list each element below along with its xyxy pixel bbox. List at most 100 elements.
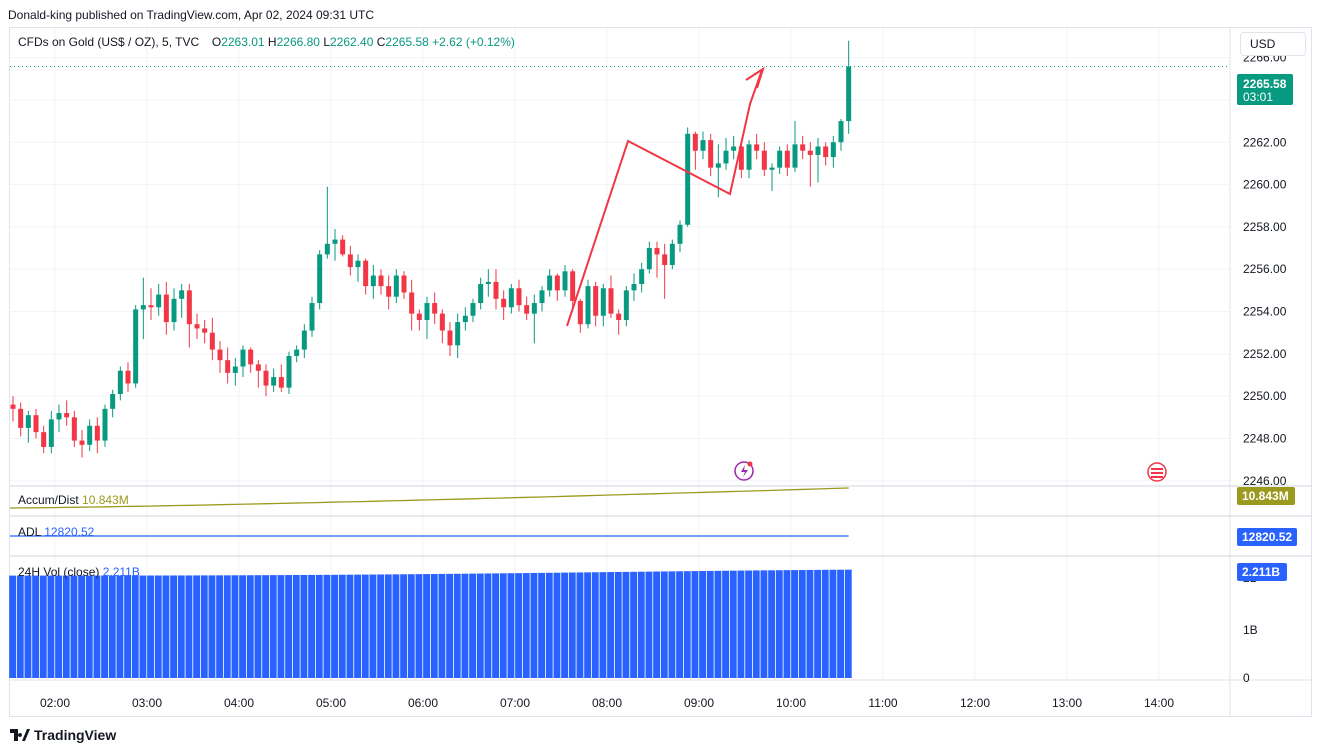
volume-bar <box>568 572 576 678</box>
legend-change: +2.62 (+0.12%) <box>432 35 515 49</box>
volume-bar <box>783 570 791 678</box>
volume-bar <box>39 575 47 678</box>
lightning-bolt-icon <box>741 465 748 477</box>
volume-bar <box>630 571 638 678</box>
volume-bar <box>200 575 208 678</box>
volume-bar <box>599 572 607 678</box>
candle-body <box>186 290 192 325</box>
volume-bar <box>676 571 684 678</box>
volume-bar <box>584 572 592 678</box>
candle-body <box>754 144 760 151</box>
candle-body <box>378 275 384 287</box>
y-tick-label: 2260.00 <box>1243 178 1287 192</box>
y-tick-label: 2256.00 <box>1243 262 1287 276</box>
vol-tag <box>1237 563 1287 581</box>
volume-bar <box>484 573 492 678</box>
volume-bar <box>499 573 507 678</box>
candle-body <box>332 239 338 244</box>
vol-value: 2.211B <box>102 565 140 579</box>
volume-bar <box>614 571 622 678</box>
candle-body <box>424 303 430 320</box>
candle-body <box>777 150 783 168</box>
volume-bar <box>9 575 17 678</box>
candle-body <box>263 370 269 386</box>
y-tick-label: 2262.00 <box>1243 135 1287 149</box>
volume-bar <box>837 569 845 678</box>
candle-body <box>462 315 468 323</box>
candle-body <box>646 248 652 270</box>
symbol-legend: CFDs on Gold (US$ / OZ), 5, TVC O2263.01… <box>18 35 515 49</box>
candle-body <box>48 419 54 447</box>
volume-bar <box>277 575 285 678</box>
candle-body <box>209 332 215 350</box>
candle-body <box>278 377 284 388</box>
y-tick-label: 2250.00 <box>1243 389 1287 403</box>
adl-tag-text: 12820.52 <box>1242 530 1292 544</box>
candle-body <box>102 408 108 441</box>
tradingview-brand: TradingView <box>34 727 117 743</box>
volume-bar <box>538 572 546 678</box>
volume-bar <box>47 575 55 678</box>
candle-body <box>838 121 844 143</box>
candle-body <box>501 298 507 308</box>
volume-bar <box>354 574 362 678</box>
accum-dist-name: Accum/Dist <box>18 493 79 507</box>
volume-bar <box>346 574 354 678</box>
candle-body <box>846 66 852 122</box>
volume-bar <box>231 575 239 678</box>
trend-arrow-head <box>745 66 765 89</box>
volume-bar <box>515 573 523 678</box>
candle-body <box>616 313 622 320</box>
candle-body <box>386 286 392 297</box>
volume-bar <box>553 572 561 678</box>
y-tick-label: 2254.00 <box>1243 305 1287 319</box>
volume-bar <box>315 574 323 678</box>
candle-body <box>217 349 223 361</box>
candle-body <box>800 144 806 151</box>
adl-name: ADL <box>18 525 41 539</box>
candle-body <box>746 144 752 170</box>
candle-body <box>148 305 154 308</box>
volume-bar <box>775 570 783 678</box>
candle-body <box>10 404 16 409</box>
volume-bar <box>116 575 124 678</box>
volume-bar <box>185 575 193 678</box>
volume-bar <box>24 575 32 678</box>
candle-body <box>715 163 721 168</box>
candle-body <box>87 425 93 445</box>
accum-dist-tag <box>1237 487 1295 505</box>
candle-body <box>731 146 737 151</box>
candle-body <box>562 271 568 291</box>
publisher-line: Donald-king published on TradingView.com… <box>8 8 375 22</box>
candle-body <box>225 360 231 373</box>
candle-body <box>171 298 177 323</box>
candle-body <box>240 349 246 367</box>
candle-body <box>470 303 476 316</box>
candle-body <box>301 330 307 350</box>
volume-bar <box>844 569 852 678</box>
candle-body <box>692 133 698 151</box>
volume-bar <box>453 573 461 678</box>
candle-body <box>416 313 422 320</box>
y-tick-label: 2248.00 <box>1243 431 1287 445</box>
candle-body <box>370 275 376 287</box>
candle-body <box>792 144 798 168</box>
candle-body <box>547 275 553 291</box>
volume-bar <box>576 572 584 678</box>
volume-bar <box>492 573 500 678</box>
volume-bar <box>415 574 423 678</box>
candle-body <box>202 328 208 333</box>
currency-button[interactable]: USD <box>1240 32 1306 56</box>
tradingview-logo[interactable]: TradingView <box>10 727 116 743</box>
candle-body <box>485 281 491 285</box>
accum-dist-tag-text: 10.843M <box>1242 489 1289 503</box>
candle-body <box>248 349 254 365</box>
volume-bar <box>85 575 93 678</box>
volume-bar <box>591 572 599 678</box>
tradingview-logo-icon <box>10 729 30 741</box>
volume-bar <box>216 575 224 678</box>
candle-body <box>401 275 407 293</box>
candle-body <box>577 300 583 325</box>
volume-bar <box>139 575 147 678</box>
